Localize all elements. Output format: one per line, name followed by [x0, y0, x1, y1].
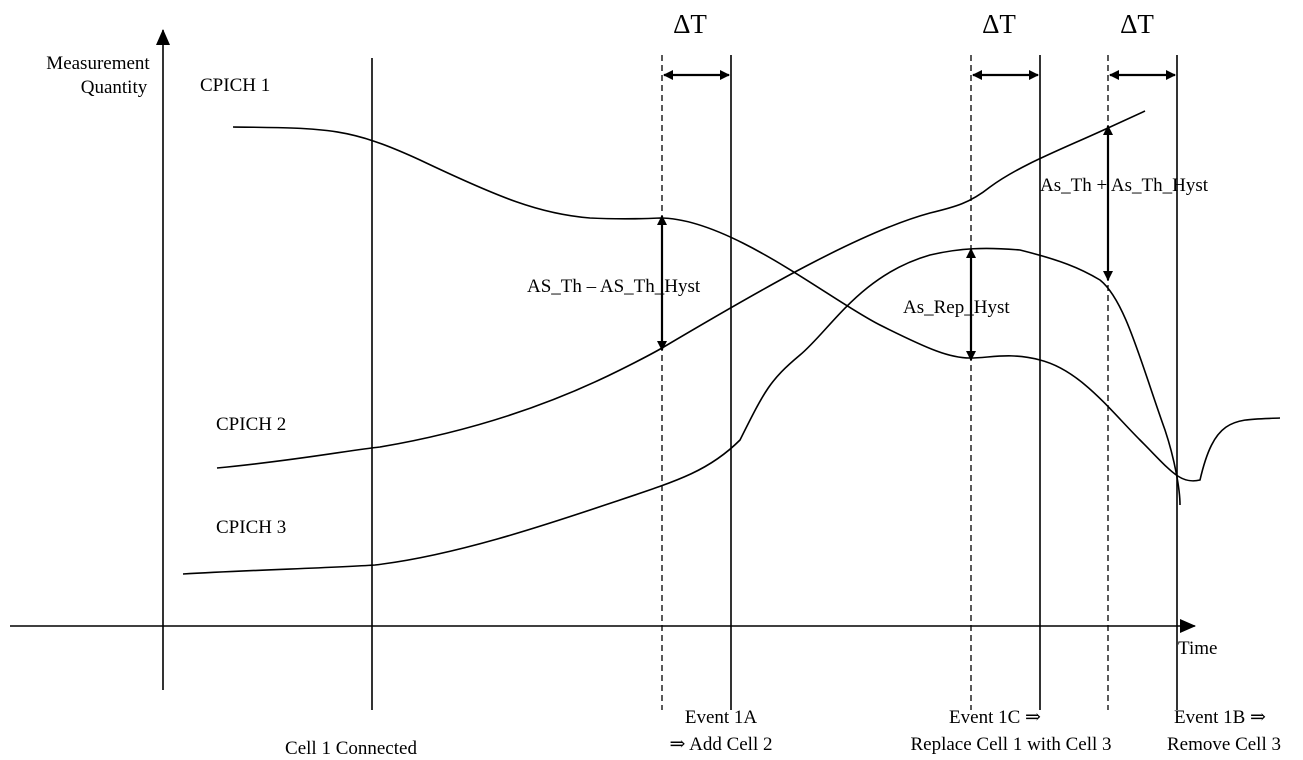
- cpich3-label: CPICH 3: [216, 517, 286, 538]
- event-1b-label-line1: Event 1B ⇒: [1174, 707, 1266, 728]
- event-1a-label-line2: ⇒ Add Cell 2: [669, 734, 772, 755]
- y-axis-label-line2: Quantity: [81, 77, 148, 98]
- cell1-connected-label: Cell 1 Connected: [285, 738, 417, 759]
- cpich1-label: CPICH 1: [200, 75, 270, 96]
- event-1c-label-line1: Event 1C ⇒: [949, 707, 1041, 728]
- cpich3-curve: [182, 247, 1181, 575]
- as-rep-hyst-label: As_Rep_Hyst: [903, 297, 1010, 318]
- x-axis-label: Time: [1178, 638, 1217, 659]
- cpich2-curve: [216, 110, 1146, 469]
- event-1c-label-line2: Replace Cell 1 with Cell 3: [910, 734, 1111, 755]
- cpich2-label: CPICH 2: [216, 414, 286, 435]
- delta-t-label-2: ΔT: [982, 9, 1016, 39]
- delta-t-label-3: ΔT: [1120, 9, 1154, 39]
- as-th-plus-hyst-label: As_Th + As_Th_Hyst: [1040, 175, 1209, 196]
- event-1a-label-line1: Event 1A: [685, 707, 758, 728]
- as-th-minus-hyst-label: AS_Th – AS_Th_Hyst: [527, 276, 701, 297]
- cpich1-curve: [232, 126, 1281, 482]
- event-1b-label-line2: Remove Cell 3: [1167, 734, 1281, 755]
- delta-t-label-1: ΔT: [673, 9, 707, 39]
- y-axis-label-line1: Measurement: [46, 53, 150, 74]
